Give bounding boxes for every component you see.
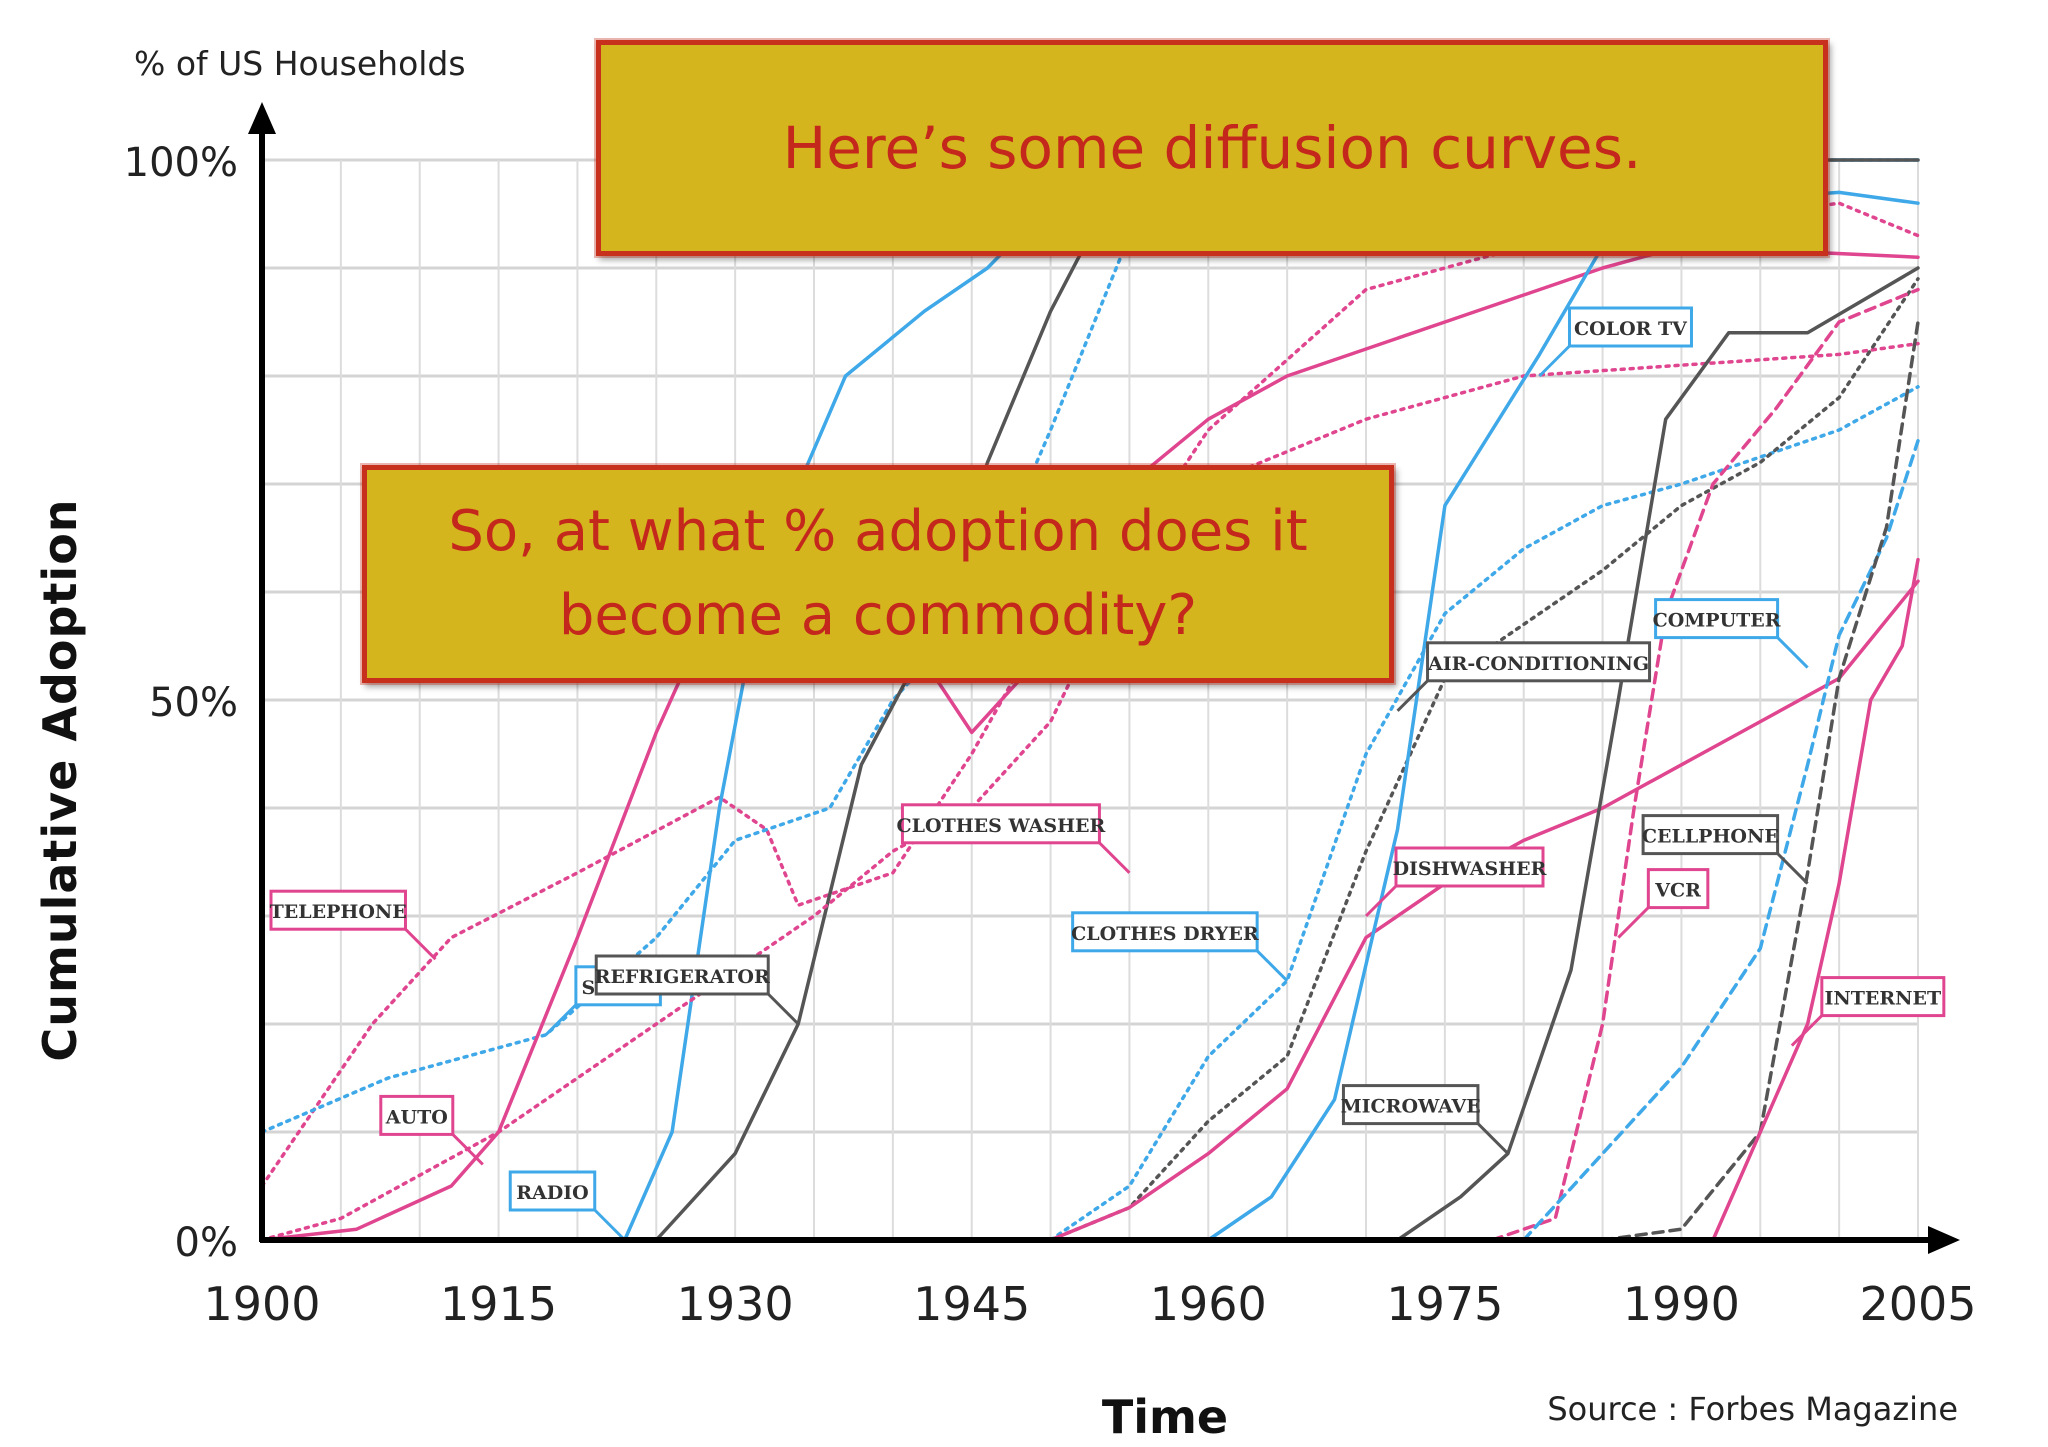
label-leader-telephone [404,928,437,961]
y-tick-label: 100% [124,140,238,186]
series-line-air-conditioning [1048,277,1920,1242]
series-line-color-tv [1206,190,1920,1242]
label-leader-clothes-washer [1098,841,1131,874]
x-tick-label: 1930 [677,1277,794,1331]
series-label-clothes-washer: CLOTHES WASHER [897,815,1106,837]
x-tick-label: 1990 [1623,1277,1740,1331]
series-label-dishwasher: DISHWASHER [1393,858,1547,880]
callout-diffusion-curves-text: Here’s some diffusion curves. [782,114,1642,182]
y-tick-label: 0% [175,1220,238,1266]
label-leader-air-conditioning [1396,679,1429,712]
label-box-auto [379,1094,455,1136]
axes [248,102,1960,1254]
series-label-radio: RADIO [516,1182,588,1204]
series-line-telephone [260,201,1920,1188]
series-line-auto [260,244,1920,1242]
y-axis-arrow [248,102,276,134]
label-leader-cellphone [1776,852,1809,885]
x-tick-label: 2005 [1859,1277,1976,1331]
series-label-telephone: TELEPHONE [270,901,407,923]
label-leader-internet [1790,1014,1823,1047]
label-box-vcr [1646,868,1710,910]
x-tick-label: 1900 [203,1277,320,1331]
series-label-internet: INTERNET [1825,988,1942,1010]
series-line-internet [1711,557,1920,1242]
series-line-microwave [1395,266,1920,1242]
label-leader-vcr [1617,906,1650,939]
series-label-microwave: MICROWAVE [1341,1096,1481,1118]
label-leader-refrigerator [767,992,800,1026]
series-line-vcr [1490,287,1920,1242]
y-tick-label: 50% [149,680,238,726]
series-line-computer [1521,439,1920,1242]
x-tick-label: 1960 [1150,1277,1267,1331]
label-leader-radio [593,1208,626,1242]
y-units-label: % of US Households [134,44,466,83]
label-box-microwave [1341,1084,1480,1126]
series-label-auto: AUTO [385,1106,448,1128]
label-box-clothes-dryer [1071,911,1259,953]
label-box-internet [1820,976,1946,1018]
series-line-clothes-dryer [1048,385,1920,1242]
series-label-computer: COMPUTER [1653,610,1781,632]
x-axis-arrow [1928,1226,1960,1254]
series-label-color-tv: COLOR TV [1574,318,1688,340]
source-note: Source : Forbes Magazine [1547,1390,1958,1428]
label-leader-microwave [1476,1122,1510,1155]
callout-diffusion-curves: Here’s some diffusion curves. [596,40,1828,256]
label-leader-auto [451,1133,484,1166]
label-box-radio [508,1170,597,1212]
x-tick-label: 1975 [1386,1277,1503,1331]
series-line-clothes-washer [260,341,1920,1242]
label-leader-computer [1776,636,1809,669]
label-leader-dishwasher [1364,884,1398,918]
label-leader-clothes-dryer [1256,949,1289,982]
label-box-telephone [269,889,407,931]
label-box-cellphone [1641,814,1780,856]
tick-labels: 0% 50% 100% 1900 1915 1930 1945 1960 1975 1990 200… [124,140,1977,1331]
series-label-cellphone: CELLPHONE [1642,826,1779,848]
series-label-vcr: VCR [1654,880,1701,902]
callout-commodity-question: So, at what % adoption does it become a … [362,465,1394,683]
label-leader-stove [544,1003,577,1036]
series-line-cellphone [1600,320,1920,1242]
label-leader-color-tv [1538,344,1571,378]
x-tick-label: 1915 [440,1277,557,1331]
series-label-refrigerator: REFRIGERATOR [595,966,770,988]
label-box-clothes-washer [900,803,1101,845]
x-tick-label: 1945 [913,1277,1030,1331]
label-box-refrigerator [594,954,770,996]
label-box-air-conditioning [1426,641,1652,683]
label-box-color-tv [1567,306,1693,348]
label-box-dishwasher [1394,846,1545,888]
series-label-clothes-dryer: CLOTHES DRYER [1071,923,1259,945]
label-box-computer [1654,598,1780,640]
callout-commodity-question-text: So, at what % adoption does it become a … [448,499,1308,648]
y-axis-title: Cumulative Adoption [33,498,87,1062]
series-label-air-conditioning: AIR-CONDITIONING [1427,653,1649,675]
x-axis-title: Time [1101,1390,1229,1444]
series-labels: TELEPHONESTOVEAUTORADIOREFRIGERATORCLOTH… [269,306,1946,1242]
